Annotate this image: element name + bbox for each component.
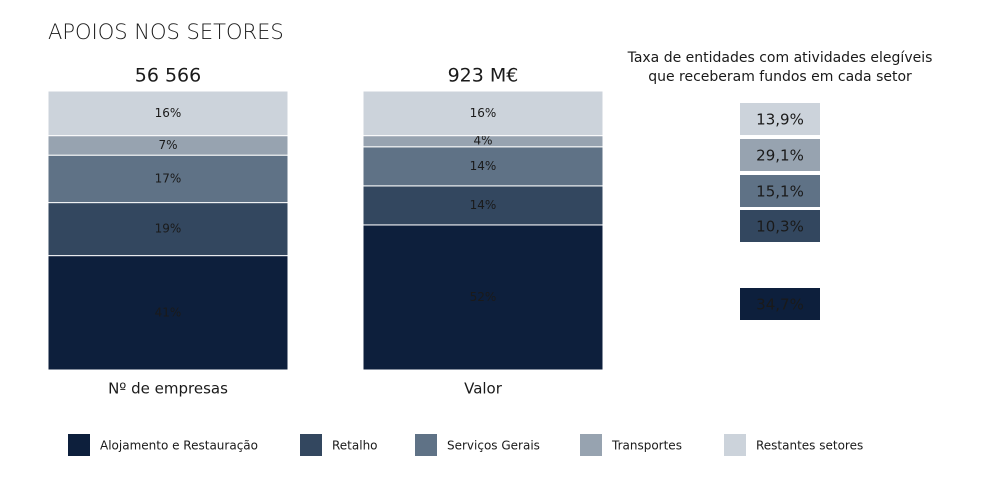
value-label: 4% bbox=[473, 134, 492, 148]
x-tick-label: Valor bbox=[464, 380, 503, 398]
legend-swatch bbox=[580, 434, 602, 456]
legend-swatch bbox=[724, 434, 746, 456]
x-tick-label: Nº de empresas bbox=[108, 380, 228, 398]
legend-label: Serviços Gerais bbox=[447, 439, 540, 453]
bar-segment bbox=[362, 90, 604, 137]
rate-box bbox=[740, 288, 820, 320]
value-label: 52% bbox=[470, 290, 497, 304]
value-label: 19% bbox=[155, 222, 182, 236]
rate-title: que receberam fundos em cada setor bbox=[648, 69, 912, 85]
value-label: 16% bbox=[155, 106, 182, 120]
value-label: 41% bbox=[155, 305, 182, 319]
value-label: 7% bbox=[158, 138, 177, 152]
legend-label: Transportes bbox=[611, 439, 682, 453]
bar-segment bbox=[47, 255, 289, 371]
rate-label: 13,9% bbox=[756, 111, 804, 129]
rate-label: 34,7% bbox=[756, 296, 804, 314]
rate-box bbox=[740, 103, 820, 135]
value-label: 17% bbox=[155, 171, 182, 185]
bar-total: 56 566 bbox=[135, 65, 201, 87]
legend-swatch bbox=[415, 434, 437, 456]
value-label: 16% bbox=[470, 106, 497, 120]
rate-box bbox=[740, 175, 820, 207]
bar-segment bbox=[362, 185, 604, 226]
rate-label: 15,1% bbox=[756, 183, 804, 201]
rate-title: Taxa de entidades com atividades elegíve… bbox=[627, 50, 933, 66]
bar-total: 923 M€ bbox=[448, 65, 519, 87]
value-label: 14% bbox=[470, 159, 497, 173]
bar-segment bbox=[47, 202, 289, 257]
rate-box bbox=[740, 139, 820, 171]
chart-title: APOIOS NOS SETORES bbox=[48, 20, 284, 44]
rate-label: 29,1% bbox=[756, 147, 804, 165]
value-label: 14% bbox=[470, 198, 497, 212]
legend-label: Alojamento e Restauração bbox=[100, 439, 258, 453]
legend-label: Restantes setores bbox=[756, 439, 863, 453]
bar-segment bbox=[362, 224, 604, 371]
bar-segment bbox=[47, 90, 289, 137]
bar-segment bbox=[362, 146, 604, 187]
legend-label: Retalho bbox=[332, 439, 378, 453]
legend-swatch bbox=[300, 434, 322, 456]
legend-swatch bbox=[68, 434, 90, 456]
rate-label: 10,3% bbox=[756, 218, 804, 236]
rate-box bbox=[740, 210, 820, 242]
